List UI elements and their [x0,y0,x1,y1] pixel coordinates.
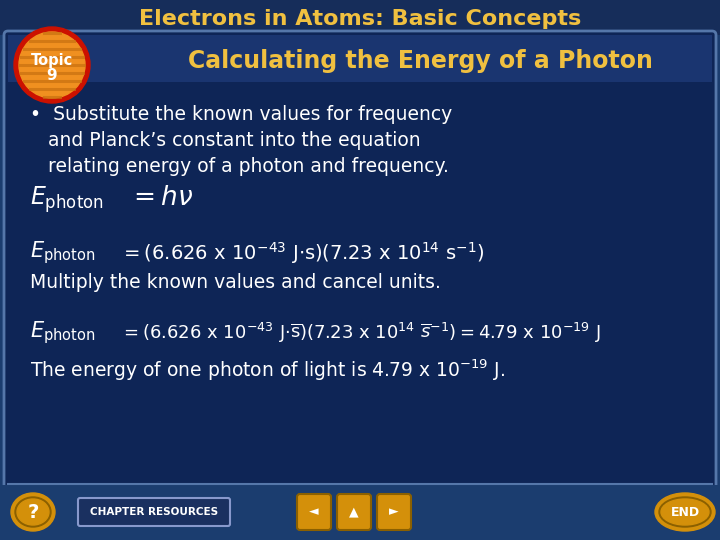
Ellipse shape [659,497,711,527]
Text: $= (6.626\ \mathrm{x}\ 10^{-43}\ \mathrm{J{\cdot}s})(7.23\ \mathrm{x}\ 10^{14}\ : $= (6.626\ \mathrm{x}\ 10^{-43}\ \mathrm… [120,240,485,266]
FancyBboxPatch shape [377,494,411,530]
Text: $E_{\mathrm{photon}}$: $E_{\mathrm{photon}}$ [30,240,96,266]
Bar [0,0,720,35]
Text: Multiply the known values and cancel units.: Multiply the known values and cancel uni… [30,273,441,292]
Text: CHAPTER RESOURCES: CHAPTER RESOURCES [90,507,218,517]
Text: relating energy of a photon and frequency.: relating energy of a photon and frequenc… [48,157,449,176]
FancyBboxPatch shape [297,494,331,530]
FancyBboxPatch shape [78,498,230,526]
Ellipse shape [661,499,709,525]
FancyBboxPatch shape [4,31,716,489]
Text: END: END [670,505,700,518]
Text: ►: ► [390,505,399,518]
Text: Calculating the Energy of a Photon: Calculating the Energy of a Photon [188,49,652,73]
Text: $= (6.626\ \mathrm{x}\ 10^{-43}\ \mathrm{J{\cdot}\overline{s}})(7.23\ \mathrm{x}: $= (6.626\ \mathrm{x}\ 10^{-43}\ \mathrm… [120,321,600,345]
Text: $E_{\mathrm{photon}}$: $E_{\mathrm{photon}}$ [30,320,96,346]
Text: and Planck’s constant into the equation: and Planck’s constant into the equation [48,131,420,150]
Ellipse shape [11,493,55,531]
Text: Topic: Topic [31,52,73,68]
Ellipse shape [17,499,49,525]
Text: Electrons in Atoms: Basic Concepts: Electrons in Atoms: Basic Concepts [139,9,581,29]
Text: ?: ? [27,503,39,522]
Circle shape [14,27,90,103]
Circle shape [19,32,85,98]
Text: $= h\nu$: $= h\nu$ [128,185,193,211]
Text: ▲: ▲ [349,505,359,518]
Text: 9: 9 [47,69,58,84]
Text: ◄: ◄ [309,505,319,518]
Bar [8,35,712,82]
Ellipse shape [15,497,51,527]
Text: •  Substitute the known values for frequency: • Substitute the known values for freque… [30,105,452,124]
FancyBboxPatch shape [337,494,371,530]
Text: $E_{\mathrm{photon}}$: $E_{\mathrm{photon}}$ [30,185,104,215]
Bar [0,485,720,540]
Ellipse shape [655,493,715,531]
Text: The energy of one photon of light is $4.79\ \mathrm{x}\ 10^{-19}$ J.: The energy of one photon of light is $4.… [30,357,505,383]
